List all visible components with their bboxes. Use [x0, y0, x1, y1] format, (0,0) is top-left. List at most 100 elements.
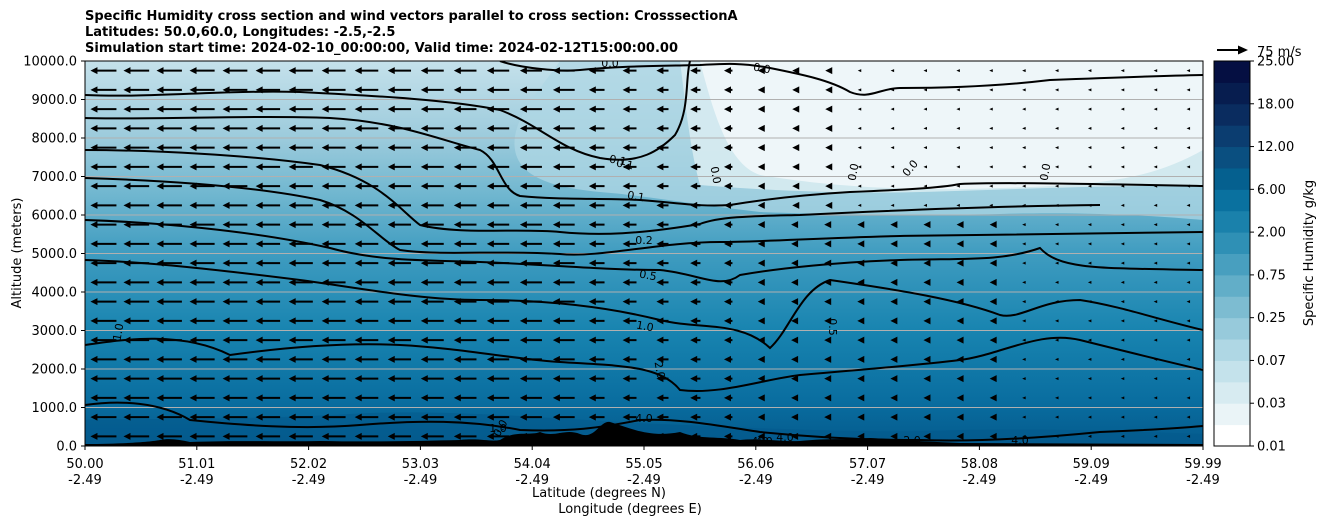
contour-label: 4.0	[776, 431, 794, 444]
wind-vector-arrow-icon	[123, 432, 150, 440]
wind-vector-arrow-icon	[552, 86, 575, 94]
wind-vector-arrow-icon	[857, 394, 865, 402]
wind-vector-arrow-icon	[1153, 242, 1158, 246]
wind-vector-arrow-icon	[321, 67, 346, 75]
x-axis-label-longitude: Longitude (degrees E)	[558, 502, 702, 517]
wind-vector-arrow-icon	[387, 432, 412, 440]
wind-vector-arrow-icon	[255, 432, 281, 440]
wind-vector-arrow-icon	[1087, 357, 1092, 361]
wind-vector-arrow-icon	[255, 394, 281, 402]
wind-vector-arrow-icon	[588, 182, 605, 190]
wind-vector-arrow-icon	[588, 240, 605, 248]
wind-vector-arrow-icon	[989, 336, 997, 344]
wind-vector-arrow-icon	[791, 413, 799, 421]
wind-vector-arrow-icon	[321, 432, 346, 440]
wind-vector-arrow-icon	[723, 259, 733, 267]
wind-vector-arrow-icon	[588, 298, 605, 306]
wind-vector-arrow-icon	[1055, 69, 1059, 73]
wind-vector-arrow-icon	[519, 201, 542, 209]
wind-vector-arrow-icon	[123, 375, 150, 383]
wind-vector-arrow-icon	[1153, 126, 1158, 130]
wind-vector-arrow-icon	[690, 355, 701, 363]
wind-vector-arrow-icon	[255, 375, 281, 383]
wind-vector-arrow-icon	[189, 355, 215, 363]
wind-vector-arrow-icon	[354, 432, 379, 440]
wind-vector-arrow-icon	[123, 67, 150, 75]
colorbar-band	[1214, 274, 1250, 297]
wind-vector-arrow-icon	[288, 278, 313, 286]
wind-vector-arrow-icon	[857, 203, 862, 207]
wind-vector-arrow-icon	[1022, 377, 1026, 381]
wind-vector-arrow-icon	[420, 144, 444, 152]
wind-vector-arrow-icon	[757, 355, 765, 363]
wind-vector-arrow-icon	[354, 67, 379, 75]
wind-vector-arrow-icon	[519, 336, 542, 344]
contour-q-0-2	[85, 149, 1101, 235]
wind-vector-arrow-icon	[723, 355, 733, 363]
wind-vector-arrow-icon	[354, 201, 379, 209]
y-tick-label: 8000.0	[32, 132, 78, 147]
wind-vector-arrow-icon	[1120, 242, 1125, 246]
wind-vector-arrow-icon	[757, 317, 765, 325]
wind-vector-arrow-icon	[723, 86, 733, 94]
wind-vector-arrow-icon	[1055, 184, 1059, 188]
wind-vector-arrow-icon	[791, 278, 799, 286]
wind-vector-arrow-icon	[420, 105, 444, 113]
wind-vector-arrow-icon	[857, 336, 865, 344]
wind-vector-arrow-icon	[1120, 88, 1125, 92]
wind-vector-arrow-icon	[123, 182, 150, 190]
chart-title: Specific Humidity cross section and wind…	[85, 9, 738, 57]
wind-vector-arrow-icon	[1055, 357, 1059, 361]
wind-vector-arrow-icon	[1022, 69, 1026, 73]
wind-vector-arrow-icon	[156, 201, 182, 209]
wind-vector-arrow-icon	[890, 184, 895, 188]
wind-vector-arrow-icon	[90, 278, 117, 286]
wind-vector-arrow-icon	[387, 259, 412, 267]
wind-vector-arrow-icon	[486, 432, 510, 440]
wind-vector-arrow-icon	[1087, 184, 1092, 188]
wind-vector-arrow-icon	[1153, 280, 1158, 284]
x-tick-label-lat: 53.03	[402, 457, 439, 472]
wind-vector-arrow-icon	[1087, 319, 1092, 323]
colorbar-ticks: 0.01 0.03 0.07 0.25 0.75 2.00 6.00 12.00 18.00 25…	[1250, 55, 1294, 455]
wind-vector-arrow-icon	[757, 105, 765, 113]
x-tick-label-lon: -2.49	[851, 473, 885, 488]
wind-vector-arrow-icon	[519, 105, 542, 113]
wind-vector-arrow-icon	[1186, 107, 1191, 111]
wind-vector-arrow-icon	[1055, 415, 1059, 419]
wind-vector-arrow-icon	[156, 86, 182, 94]
wind-vector-arrow-icon	[656, 278, 669, 286]
wind-vector-arrow-icon	[123, 394, 150, 402]
wind-vector-arrow-icon	[387, 67, 412, 75]
contour-label: 0.0	[601, 61, 619, 70]
wind-vector-arrow-icon	[90, 182, 117, 190]
x-tick-label-lon: -2.49	[1186, 473, 1220, 488]
wind-vector-arrow-icon	[890, 203, 895, 207]
terrain	[85, 421, 1203, 446]
wind-vector-arrow-icon	[690, 105, 701, 113]
contour-label: 0.5	[638, 268, 657, 284]
wind-vector-arrow-icon	[690, 163, 701, 171]
wind-vector-arrow-icon	[1120, 338, 1125, 342]
wind-vector-arrow-icon	[321, 240, 346, 248]
svg-text:4.0: 4.0	[635, 412, 653, 425]
wind-vector-arrow-icon	[1153, 338, 1158, 342]
wind-vector-arrow-icon	[622, 86, 637, 94]
wind-vector-arrow-icon	[90, 317, 117, 325]
wind-vector-arrow-icon	[1022, 242, 1026, 246]
wind-vector-arrow-icon	[519, 124, 542, 132]
wind-vector-arrow-icon	[956, 336, 964, 344]
wind-vector-arrow-icon	[486, 240, 510, 248]
svg-text:0.1: 0.1	[626, 189, 645, 205]
wind-vector-arrow-icon	[552, 413, 575, 421]
wind-vector-arrow-icon	[420, 336, 444, 344]
wind-vector-arrow-icon	[857, 317, 865, 325]
wind-vector-arrow-icon	[354, 124, 379, 132]
wind-vector-arrow-icon	[956, 107, 960, 111]
wind-vector-arrow-icon	[453, 394, 477, 402]
wind-vector-arrow-icon	[857, 413, 865, 421]
wind-vector-arrow-icon	[90, 336, 117, 344]
wind-vector-arrow-icon	[1153, 223, 1158, 227]
wind-vector-arrow-icon	[989, 413, 997, 421]
colorbar-band	[1214, 339, 1250, 361]
